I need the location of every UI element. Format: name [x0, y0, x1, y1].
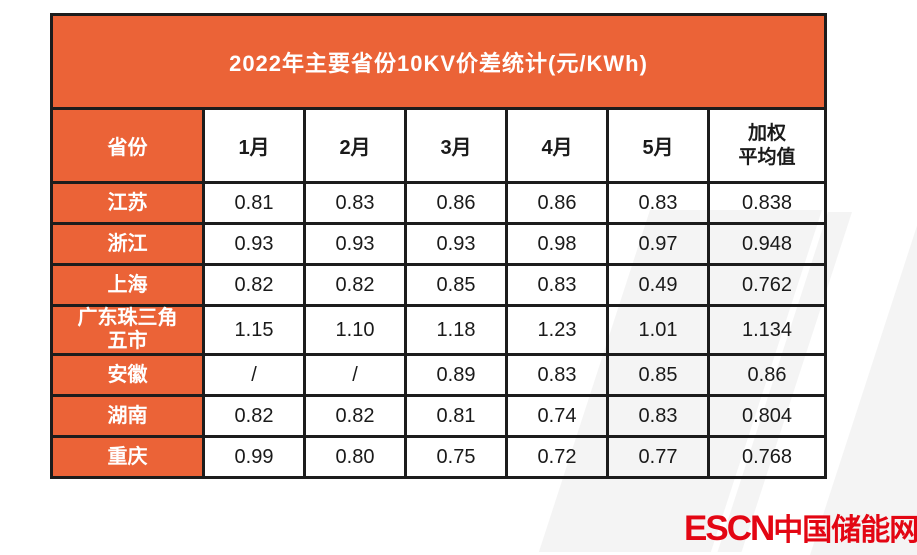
- value-cell: 0.93: [303, 222, 407, 266]
- table-row-guangdong: 广东珠三角五市 1.15 1.10 1.18 1.23 1.01 1.134: [50, 304, 827, 356]
- province-label: 上海: [107, 273, 148, 296]
- value-cell: 0.83: [606, 181, 710, 225]
- value-cell: 0.93: [202, 222, 306, 266]
- column-header-feb: 2月: [303, 107, 407, 184]
- value-cell: 0.83: [505, 353, 609, 397]
- value-cell: 0.81: [404, 394, 508, 438]
- weighted-avg-line1: 加权: [747, 122, 786, 144]
- province-cell: 浙江: [50, 222, 205, 266]
- value-cell: 0.99: [202, 435, 306, 479]
- weighted-avg-cell: 1.134: [707, 304, 827, 356]
- header-row: 省份 1月 2月 3月 4月 5月 加权 平均值: [50, 107, 827, 184]
- value-cell: 1.01: [606, 304, 710, 356]
- value-cell: 0.49: [606, 263, 710, 307]
- value-cell: 0.83: [606, 394, 710, 438]
- province-cell: 上海: [50, 263, 205, 307]
- weighted-avg-cell: 0.86: [707, 353, 827, 397]
- province-label: 江苏: [107, 191, 148, 214]
- column-header-jan: 1月: [202, 107, 306, 184]
- table-row-chongqing: 重庆 0.99 0.80 0.75 0.72 0.77 0.768: [50, 435, 827, 479]
- value-cell: 1.15: [202, 304, 306, 356]
- value-cell: 0.85: [404, 263, 508, 307]
- value-cell: 0.82: [303, 394, 407, 438]
- column-header-may: 5月: [606, 107, 710, 184]
- table-row-zhejiang: 浙江 0.93 0.93 0.93 0.98 0.97 0.948: [50, 222, 827, 266]
- value-cell: 1.23: [505, 304, 609, 356]
- province-cell: 湖南: [50, 394, 205, 438]
- value-cell: 1.10: [303, 304, 407, 356]
- value-cell: 0.86: [505, 181, 609, 225]
- price-diff-table: 2022年主要省份10KV价差统计(元/KWh) 省份 1月 2月 3月 4月 …: [50, 13, 827, 479]
- value-cell: 0.83: [303, 181, 407, 225]
- value-cell: 0.81: [202, 181, 306, 225]
- value-cell: /: [202, 353, 306, 397]
- weighted-avg-cell: 0.804: [707, 394, 827, 438]
- title-row: 2022年主要省份10KV价差统计(元/KWh): [50, 13, 827, 110]
- value-cell: 1.18: [404, 304, 508, 356]
- column-header-weighted-avg: 加权 平均值: [707, 107, 827, 184]
- province-label: 广东珠三角五市: [77, 307, 178, 352]
- table-row-jiangsu: 江苏 0.81 0.83 0.86 0.86 0.83 0.838: [50, 181, 827, 225]
- value-cell: 0.98: [505, 222, 609, 266]
- value-cell: 0.93: [404, 222, 508, 266]
- table-row-hunan: 湖南 0.82 0.82 0.81 0.74 0.83 0.804: [50, 394, 827, 438]
- value-cell: 0.82: [303, 263, 407, 307]
- escn-logo: ESCN中国储能网: [684, 505, 917, 549]
- province-cell: 重庆: [50, 435, 205, 479]
- column-header-apr: 4月: [505, 107, 609, 184]
- value-cell: 0.89: [404, 353, 508, 397]
- column-header-mar: 3月: [404, 107, 508, 184]
- weighted-avg-line2: 平均值: [738, 146, 796, 168]
- weighted-avg-cell: 0.948: [707, 222, 827, 266]
- province-cell: 安徽: [50, 353, 205, 397]
- value-cell: 0.72: [505, 435, 609, 479]
- province-label: 安徽: [107, 363, 148, 386]
- value-cell: 0.75: [404, 435, 508, 479]
- province-label: 浙江: [107, 232, 148, 255]
- value-cell: 0.82: [202, 263, 306, 307]
- value-cell: 0.74: [505, 394, 609, 438]
- weighted-avg-cell: 0.838: [707, 181, 827, 225]
- weighted-avg-cell: 0.768: [707, 435, 827, 479]
- table-row-shanghai: 上海 0.82 0.82 0.85 0.83 0.49 0.762: [50, 263, 827, 307]
- value-cell: 0.85: [606, 353, 710, 397]
- province-cell: 广东珠三角五市: [50, 304, 205, 356]
- province-label: 湖南: [107, 404, 148, 427]
- table-row-anhui: 安徽 / / 0.89 0.83 0.85 0.86: [50, 353, 827, 397]
- column-header-province: 省份: [50, 107, 205, 184]
- value-cell: 0.83: [505, 263, 609, 307]
- value-cell: 0.77: [606, 435, 710, 479]
- value-cell: 0.82: [202, 394, 306, 438]
- value-cell: 0.86: [404, 181, 508, 225]
- table-title: 2022年主要省份10KV价差统计(元/KWh): [50, 13, 827, 110]
- escn-logo-latin: ESCN: [684, 509, 775, 548]
- value-cell: 0.80: [303, 435, 407, 479]
- province-cell: 江苏: [50, 181, 205, 225]
- value-cell: /: [303, 353, 407, 397]
- value-cell: 0.97: [606, 222, 710, 266]
- province-label: 重庆: [107, 445, 148, 468]
- escn-logo-chinese: 中国储能网: [773, 514, 917, 547]
- weighted-avg-cell: 0.762: [707, 263, 827, 307]
